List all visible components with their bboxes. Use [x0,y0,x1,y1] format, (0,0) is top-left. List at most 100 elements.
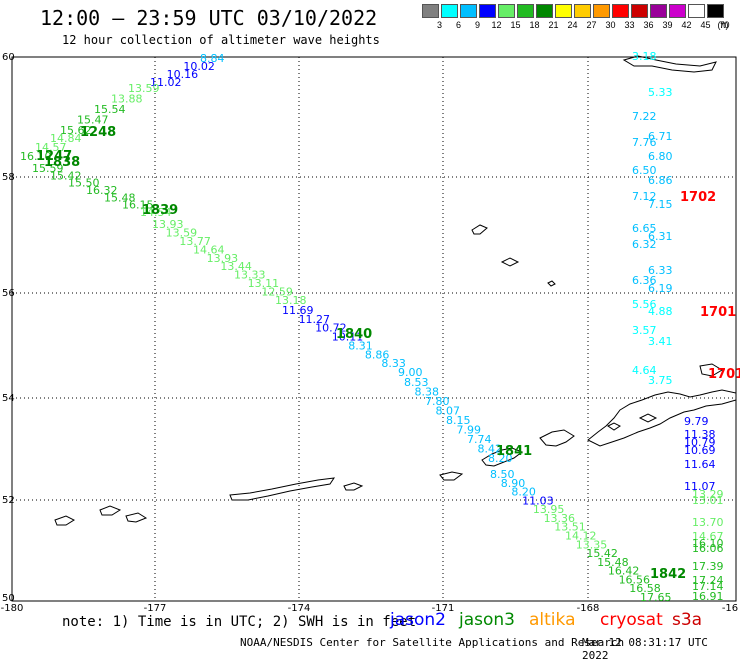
wave-height-label: 15.50 [68,177,100,190]
wave-height-label: 8.15 [446,414,471,427]
wave-height-label: 7.80 [425,395,450,408]
wave-height-label: 6.31 [648,230,673,243]
wave-height-label: 3.75 [648,374,673,387]
pass-time-label: 1840 [336,327,372,342]
wave-height-label: 6.86 [648,174,673,187]
wave-height-label: 7.15 [648,198,673,211]
lat-lon-grid: -180 -177 -174 -171 -168 -16 60 58 56 54 52 50 [1,52,739,614]
legend-swatch [517,4,534,18]
pass-time-label: 1842 [650,567,686,582]
wave-height-label: 11.69 [282,304,314,317]
wave-height-label: 13.51 [554,521,586,534]
wave-height-label: 10.16 [167,68,199,81]
wave-height-label: 13.88 [111,93,143,106]
longitude-tick-label: -180 [1,603,24,614]
legend-bin-label: 27 [586,20,597,30]
legend-swatch [479,4,496,18]
unimak-coastline [539,429,575,447]
wave-height-label: 9.00 [398,366,423,379]
pass-time-label: 1839 [142,203,178,218]
fox-islands-coastline [481,447,524,467]
pass-time-label: 1247 [36,149,72,164]
wave-height-label: 10.79 [684,436,716,449]
wave-height-label: 13.59 [128,82,160,95]
latitude-tick-label: 52 [2,495,15,506]
wave-height-label: 13.93 [207,252,239,265]
legend-swatch [574,4,591,18]
wave-height-label: 8.50 [490,468,515,481]
wave-height-label: 8.07 [436,405,461,418]
wave-height-label: 8.20 [488,452,513,465]
legend-bin-label: 24 [567,20,578,30]
satellite-label-jason3: jason3 [459,610,515,630]
legend-swatch [631,4,648,18]
wave-height-label: 6.19 [648,282,673,295]
legend-swatch [498,4,515,18]
wave-height-label: 6.80 [648,150,673,163]
latitude-tick-label: 54 [2,393,15,404]
wave-height-label: 13.70 [692,516,724,529]
satellite-label-altika: altika [529,610,576,630]
wave-height-label: 14.84 [50,132,82,145]
wave-height-label: 11.38 [684,428,716,441]
latitude-tick-label: 60 [2,52,15,63]
wave-height-label: 3.57 [632,324,657,337]
legend-swatch [707,4,724,18]
legend-bin-label: 18 [529,20,540,30]
wave-height-label: 5.56 [632,298,657,311]
wave-height-label: 13.11 [248,277,280,290]
andreanof-islands-coastline [229,477,336,501]
coastlines [54,55,737,526]
credit-text: NOAA/NESDIS Center for Satellite Applica… [240,636,625,649]
legend-bin-label: 42 [681,20,692,30]
wave-height-label: 17.24 [692,574,724,587]
pass-time-label: 1838 [44,155,80,170]
legend-swatch [669,4,686,18]
latitude-tick-label: 50 [2,593,15,604]
legend-swatch [422,4,439,18]
wave-height-label: 13.77 [179,235,211,248]
pass-time-label: 1702 [680,190,716,205]
wave-height-label: 16.10 [20,150,52,163]
satellite-label-jason2: jason2 [390,610,446,630]
pass-time-label: 1841 [496,444,532,459]
legend-bin-label: 6 [455,20,461,30]
wave-height-label: 13.18 [275,294,307,307]
pass-time-label: 1701 [700,305,736,320]
wave-height-label: 15.62 [60,124,92,137]
wave-height-label: 13.01 [692,494,724,507]
wave-height-label: 8.20 [511,486,536,499]
nunivak-coastline [622,55,717,73]
wave-height-label: 9.79 [684,415,709,428]
note-text: note: 1) Time is in UTC; 2) SWH is in fe… [62,614,417,630]
wave-height-label: 4.88 [648,305,673,318]
legend-bin-label: 9 [474,20,480,30]
longitude-tick-label: -171 [432,603,455,614]
wave-height-label: 7.99 [457,424,482,437]
wave-height-label: 10.72 [315,322,347,335]
wave-height-label: 14.67 [692,530,724,543]
page-subtitle: 12 hour collection of altimeter wave hei… [62,33,380,47]
wave-height-label: 13.93 [152,218,184,231]
wave-height-label: 17.14 [692,580,724,593]
legend-bin-label: 39 [662,20,673,30]
wave-height-label: 13.36 [544,512,576,525]
wave-height-label: 16.32 [86,184,118,197]
wave-height-label: 13.29 [692,488,724,501]
legend-swatch [555,4,572,18]
wave-height-label: 7.74 [467,433,492,446]
wave-height-label: 7.22 [632,110,657,123]
st-paul-island-coastline [471,224,488,235]
wave-height-label: 16.56 [619,573,651,586]
near-islands-coastline [54,515,76,526]
wave-height-label: 17.65 [640,591,672,604]
umnak-coastline [439,471,464,481]
wave-height-label: 11.07 [684,480,716,493]
wave-height-label: 16.58 [629,582,661,595]
alaska-peninsula-coastline [587,389,737,447]
page-title: 12:00 — 23:59 UTC 03/10/2022 [40,6,378,30]
wave-height-label: 11.27 [299,313,331,326]
wave-height-label: 16.15 [122,199,154,212]
wave-height-label: 6.50 [632,164,657,177]
